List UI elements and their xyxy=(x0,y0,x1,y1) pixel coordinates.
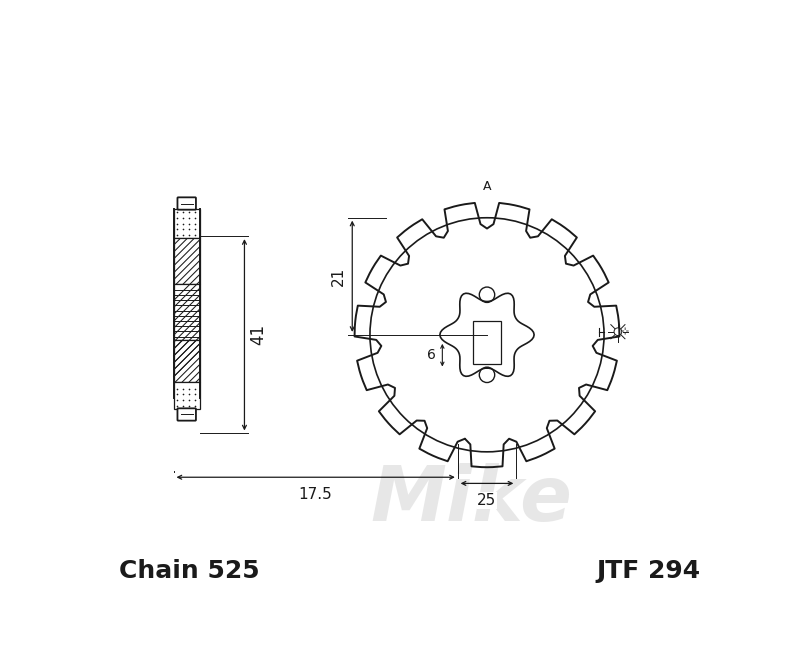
Text: Chain 525: Chain 525 xyxy=(119,559,259,583)
FancyBboxPatch shape xyxy=(178,408,196,421)
Bar xyxy=(174,382,200,409)
Text: JTF 294: JTF 294 xyxy=(597,559,701,583)
Text: A: A xyxy=(482,180,491,193)
Text: 21: 21 xyxy=(331,266,346,286)
Bar xyxy=(174,238,200,284)
Text: 25: 25 xyxy=(478,493,497,508)
Text: 6: 6 xyxy=(427,348,436,362)
Bar xyxy=(174,238,200,284)
Text: ⊹: ⊹ xyxy=(620,327,628,337)
Bar xyxy=(473,321,501,364)
Bar xyxy=(174,340,200,382)
Text: Mike: Mike xyxy=(370,464,573,537)
Bar xyxy=(174,198,200,472)
FancyBboxPatch shape xyxy=(178,197,196,210)
Text: 41: 41 xyxy=(250,324,267,346)
Bar xyxy=(174,340,200,382)
Bar xyxy=(174,209,200,238)
Text: 17.5: 17.5 xyxy=(298,487,333,501)
Bar xyxy=(174,284,200,340)
